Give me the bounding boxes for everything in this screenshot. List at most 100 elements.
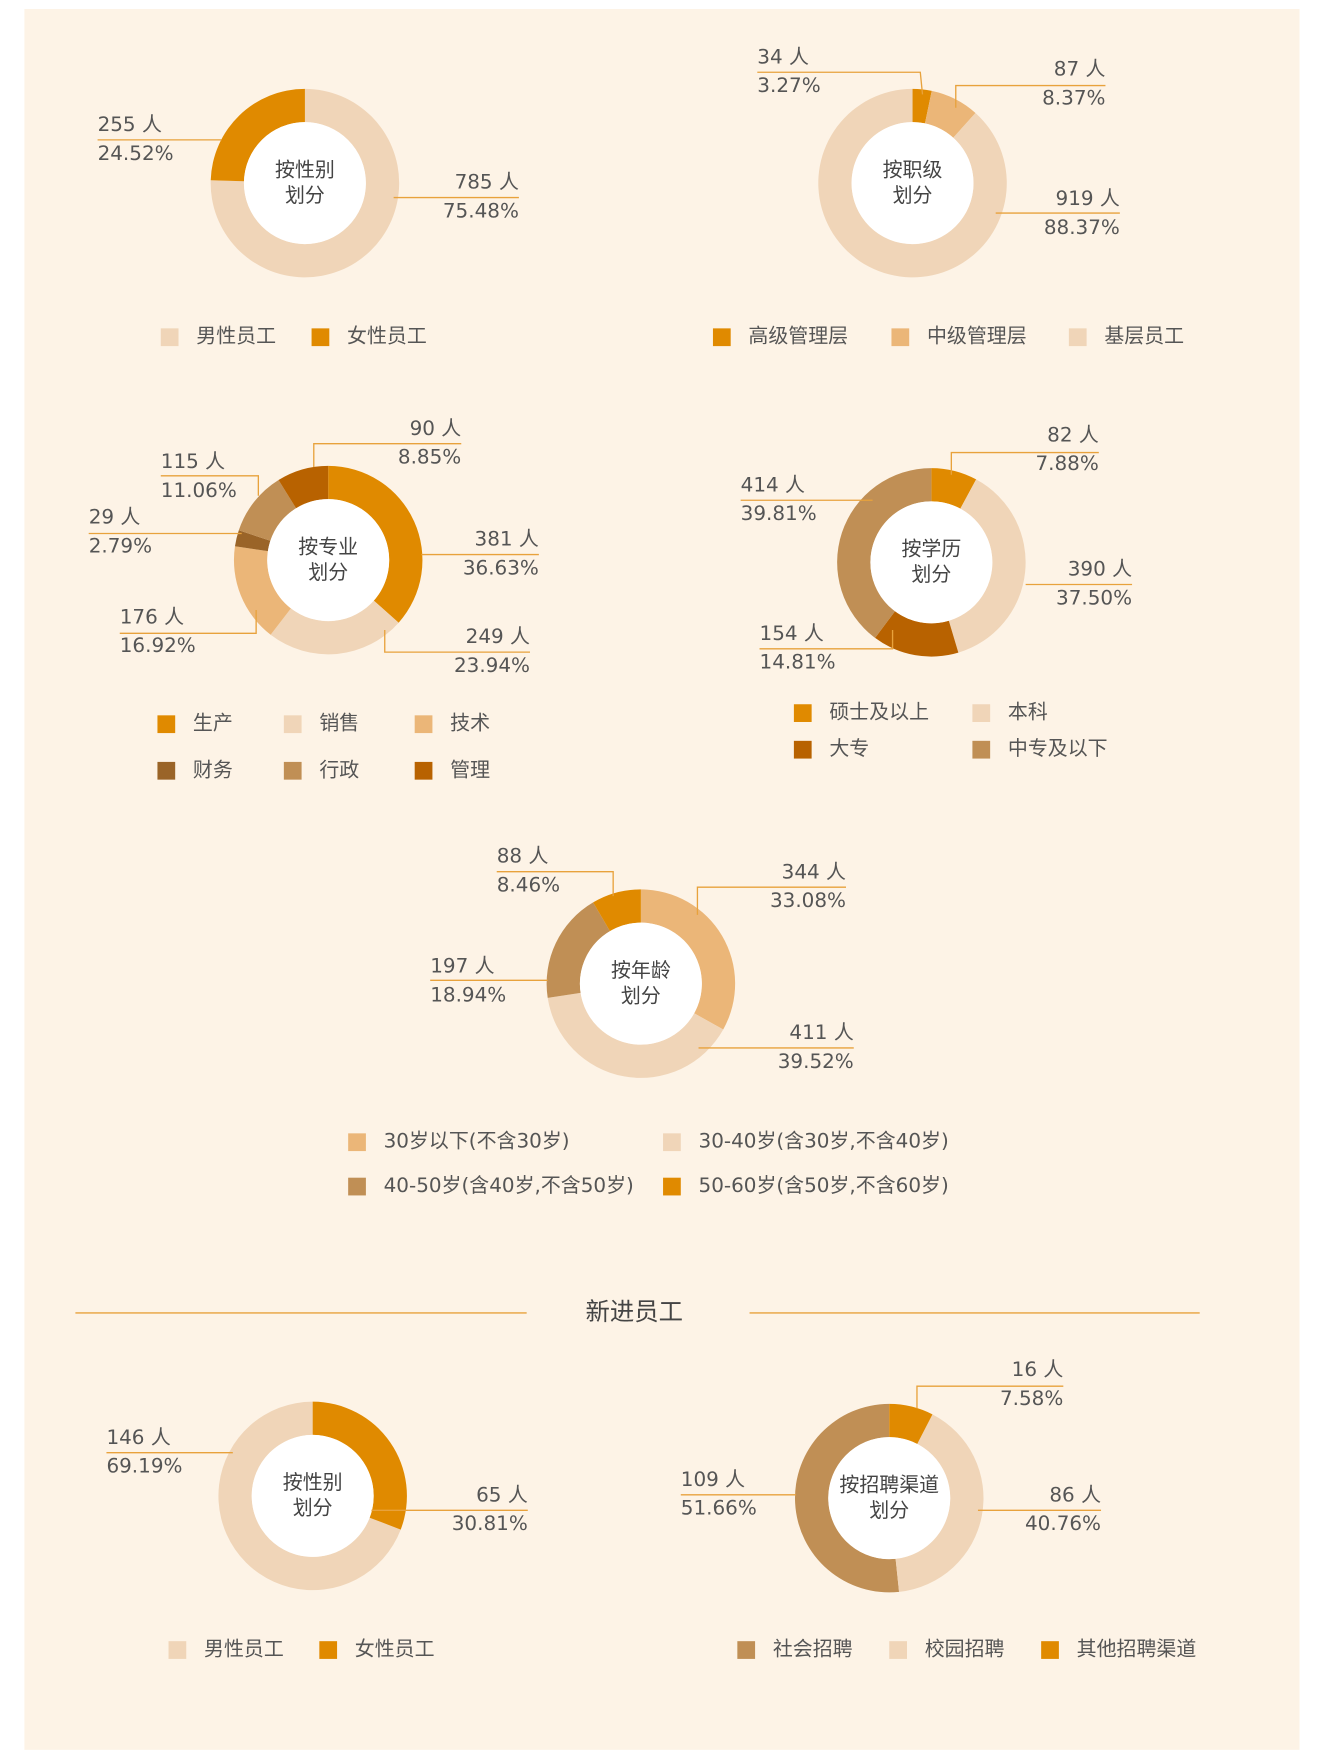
value-label: 2.79%	[89, 533, 152, 557]
center-label: 按招聘渠道	[839, 1472, 939, 1496]
legend-label: 大专	[829, 736, 869, 760]
value-label: 8.46%	[497, 873, 560, 897]
legend-label: 技术	[450, 711, 490, 735]
center-label: 划分	[911, 562, 951, 586]
leader-line	[950, 451, 1099, 475]
donut-segment	[312, 1401, 407, 1530]
donut-segment	[794, 1403, 900, 1593]
legend-swatch	[737, 1641, 756, 1659]
donut-hole	[579, 922, 702, 1045]
center-label: 划分	[285, 183, 325, 207]
count-label: 381 人	[475, 527, 539, 551]
value-label: 14.81%	[760, 650, 836, 674]
legend-label: 高级管理层	[748, 324, 848, 348]
value-label: 33.08%	[770, 888, 846, 912]
donut-segment	[948, 479, 1026, 653]
legend-label: 行政	[319, 757, 359, 781]
legend-label: 本科	[1008, 700, 1048, 724]
count-label: 90 人	[410, 416, 462, 440]
section-title: 新进员工	[585, 1297, 683, 1326]
legend-swatch	[283, 761, 302, 780]
donut-segment	[328, 465, 423, 623]
value-label: 75.48%	[443, 198, 519, 222]
donut-hole	[828, 1437, 951, 1560]
donut-segment	[931, 468, 977, 509]
value-label: 37.50%	[1056, 585, 1132, 609]
donut-segment	[593, 889, 641, 932]
count-label: 176 人	[120, 604, 184, 628]
donut-segment	[875, 611, 959, 657]
donut-segment	[837, 468, 932, 638]
count-label: 34 人	[757, 44, 809, 68]
value-label: 23.94%	[454, 653, 530, 677]
legend-label: 40-50岁(含40岁,不含50岁)	[384, 1173, 634, 1197]
legend-swatch	[663, 1177, 681, 1196]
donut-segment	[895, 1414, 984, 1592]
center-label: 划分	[621, 983, 661, 1007]
panel	[24, 9, 1300, 1750]
count-label: 86 人	[1049, 1482, 1101, 1506]
legend-label: 中级管理层	[927, 324, 1027, 348]
legend-label: 30-40岁(含30岁,不含40岁)	[699, 1129, 949, 1153]
value-label: 30.81%	[452, 1511, 528, 1535]
legend-label: 男性员工	[196, 324, 276, 348]
legend-label: 基层员工	[1104, 324, 1184, 348]
value-label: 69.19%	[106, 1454, 182, 1478]
count-label: 197 人	[430, 954, 494, 978]
legend-label: 男性员工	[204, 1637, 284, 1661]
donut-segment	[210, 88, 400, 278]
center-label: 按性别	[275, 157, 335, 181]
value-label: 8.37%	[1042, 85, 1105, 109]
center-label: 划分	[308, 560, 348, 584]
center-label: 按专业	[298, 534, 358, 558]
value-label: 51.66%	[681, 1496, 757, 1520]
legend-swatch	[972, 704, 991, 722]
leader-line	[160, 475, 260, 496]
value-label: 18.94%	[430, 982, 506, 1006]
legend-label: 硕士及以上	[829, 700, 929, 724]
center-label: 按职级	[883, 157, 943, 181]
donut-segment	[278, 465, 329, 509]
legend-label: 生产	[193, 711, 233, 735]
center-label: 划分	[893, 183, 933, 207]
legend-label: 其他招聘渠道	[1077, 1637, 1197, 1661]
legend-label: 管理	[450, 757, 490, 781]
count-label: 919 人	[1056, 186, 1120, 210]
value-label: 39.52%	[778, 1049, 854, 1073]
leader-line	[916, 1385, 1064, 1409]
legend-swatch	[712, 328, 731, 347]
legend-label: 30岁以下(不含30岁)	[384, 1129, 570, 1153]
donut-segment	[640, 889, 736, 1030]
donut-hole	[870, 501, 993, 624]
count-label: 344 人	[782, 859, 846, 883]
leader-line	[757, 71, 924, 95]
value-label: 7.58%	[1000, 1386, 1063, 1410]
count-label: 785 人	[455, 170, 519, 194]
legend-swatch	[319, 1641, 338, 1659]
count-label: 414 人	[741, 472, 805, 496]
count-label: 411 人	[789, 1020, 853, 1044]
count-label: 255 人	[98, 112, 162, 136]
donut-segment	[547, 992, 724, 1078]
legend-swatch	[793, 704, 812, 722]
legend-label: 销售	[319, 711, 359, 735]
legend-swatch	[793, 740, 812, 759]
count-label: 65 人	[476, 1482, 528, 1506]
count-label: 390 人	[1068, 557, 1132, 581]
donut-segment	[889, 1403, 933, 1444]
legend-swatch	[311, 328, 330, 347]
value-label: 16.92%	[120, 633, 196, 657]
count-label: 249 人	[466, 624, 530, 648]
legend-swatch	[663, 1133, 681, 1152]
legend-swatch	[348, 1133, 366, 1152]
count-label: 154 人	[760, 621, 824, 645]
legend-label: 50-60岁(含50岁,不含60岁)	[699, 1173, 949, 1197]
count-label: 82 人	[1047, 422, 1099, 446]
donut-segment	[238, 480, 297, 541]
value-label: 39.81%	[741, 501, 817, 525]
value-label: 36.63%	[463, 555, 539, 579]
legend-swatch	[160, 328, 179, 347]
count-label: 88 人	[497, 844, 549, 868]
